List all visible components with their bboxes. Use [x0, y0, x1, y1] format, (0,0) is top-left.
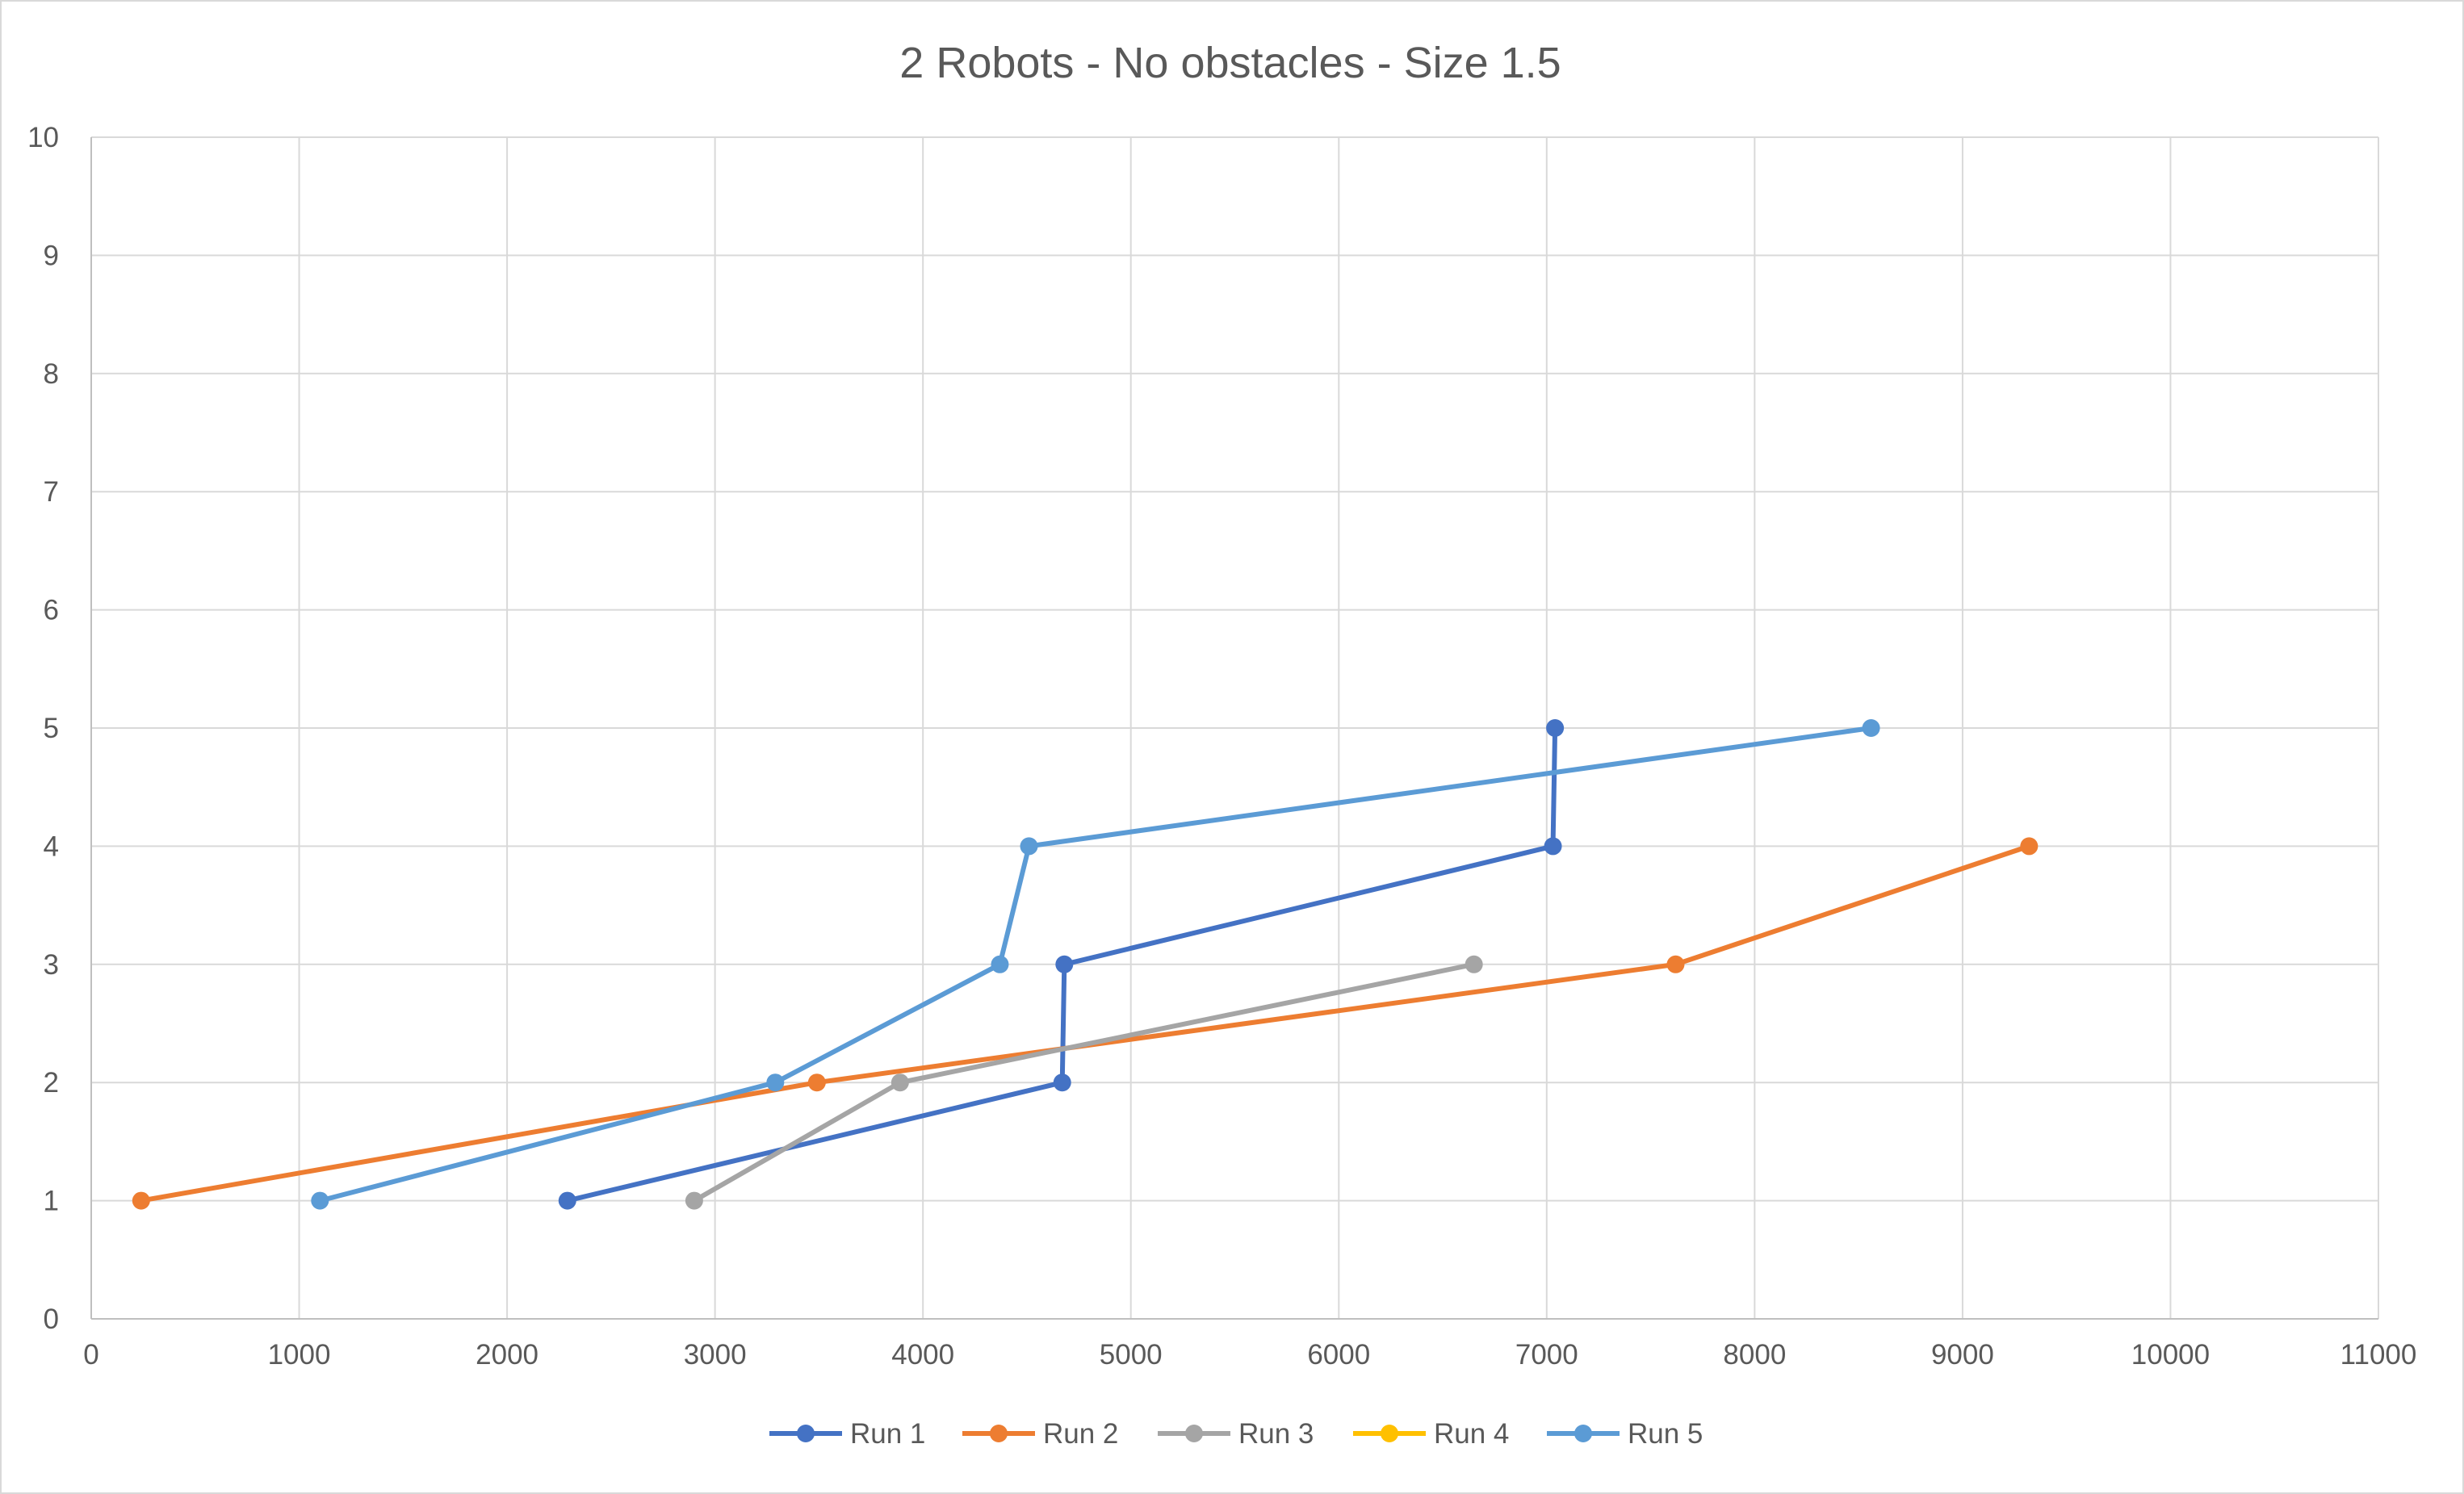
y-tick-label-1: 1: [44, 1186, 59, 1217]
x-tick-label-9: 9000: [1931, 1339, 1994, 1371]
axes: [90, 137, 2378, 1320]
series-1-point-0: [132, 1191, 150, 1210]
legend-label-4: Run 5: [1628, 1418, 1703, 1450]
x-tick-label-1: 1000: [268, 1339, 331, 1371]
legend-label-0: Run 1: [850, 1418, 925, 1450]
x-tick-label-6: 6000: [1307, 1339, 1370, 1371]
series-0-point-0: [558, 1191, 576, 1210]
series-4-point-1: [766, 1073, 785, 1092]
x-tick-label-4: 4000: [891, 1339, 954, 1371]
series-0: [558, 719, 1565, 1210]
y-tick-label-4: 4: [44, 831, 59, 862]
series-1-line: [138, 843, 2032, 1203]
series-layer: [132, 719, 2039, 1210]
legend-item-0: Run 1: [769, 1418, 925, 1450]
series-0-point-1: [1053, 1073, 1071, 1092]
series-1-point-2: [1666, 955, 1685, 973]
legend: Run 1 Run 2 Run 3 Run 4 Run 5: [769, 1418, 1703, 1450]
x-tick-label-7: 7000: [1515, 1339, 1578, 1371]
y-tick-label-10: 10: [27, 122, 59, 153]
legend-swatch-marker-0: [797, 1425, 815, 1442]
y-tick-label-9: 9: [44, 240, 59, 271]
x-tick-label-8: 8000: [1723, 1339, 1786, 1371]
legend-item-3: Run 4: [1353, 1418, 1509, 1450]
legend-swatch-marker-3: [1381, 1425, 1398, 1442]
series-4-point-0: [311, 1191, 329, 1210]
chart-title: 2 Robots - No obstacles - Size 1.5: [899, 39, 1561, 87]
y-tick-label-6: 6: [44, 595, 59, 626]
grid: [91, 136, 2379, 1319]
legend-item-4: Run 5: [1547, 1418, 1703, 1450]
series-4: [311, 719, 1880, 1210]
series-1: [132, 837, 2039, 1210]
series-0-point-2: [1055, 955, 1074, 973]
series-0-point-4: [1546, 719, 1565, 737]
legend-swatch-marker-4: [1574, 1425, 1592, 1442]
y-tick-label-2: 2: [44, 1067, 59, 1099]
y-tick-label-7: 7: [44, 476, 59, 508]
series-1-point-3: [2020, 837, 2039, 856]
tick-labels: 0 1000 2000 3000 4000 5000 6000 7000 8000 9000 100…: [27, 122, 2416, 1371]
series-4-point-2: [991, 955, 1009, 973]
legend-swatch-marker-1: [990, 1425, 1008, 1442]
series-4-point-4: [1862, 719, 1880, 737]
x-tick-label-2: 2000: [476, 1339, 538, 1371]
y-tick-label-8: 8: [44, 358, 59, 390]
legend-item-2: Run 3: [1158, 1418, 1314, 1450]
legend-swatch-marker-2: [1185, 1425, 1203, 1442]
x-tick-label-5: 5000: [1100, 1339, 1163, 1371]
series-4-point-3: [1020, 837, 1038, 856]
x-tick-label-11: 11000: [2340, 1339, 2417, 1371]
legend-label-2: Run 3: [1238, 1418, 1314, 1450]
series-1-point-1: [807, 1073, 826, 1092]
x-tick-label-10: 10000: [2131, 1339, 2210, 1371]
series-0-point-3: [1544, 837, 1562, 856]
y-tick-label-5: 5: [44, 713, 59, 744]
series-2-point-1: [890, 1073, 909, 1092]
legend-label-3: Run 4: [1434, 1418, 1509, 1450]
series-2-point-2: [1465, 955, 1483, 973]
x-tick-label-0: 0: [83, 1339, 98, 1371]
y-tick-label-3: 3: [44, 949, 59, 981]
x-tick-label-3: 3000: [684, 1339, 747, 1371]
series-2: [685, 955, 1483, 1210]
legend-item-1: Run 2: [962, 1418, 1118, 1450]
legend-label-1: Run 2: [1043, 1418, 1118, 1450]
series-2-point-0: [685, 1191, 703, 1210]
y-tick-label-0: 0: [44, 1304, 59, 1335]
